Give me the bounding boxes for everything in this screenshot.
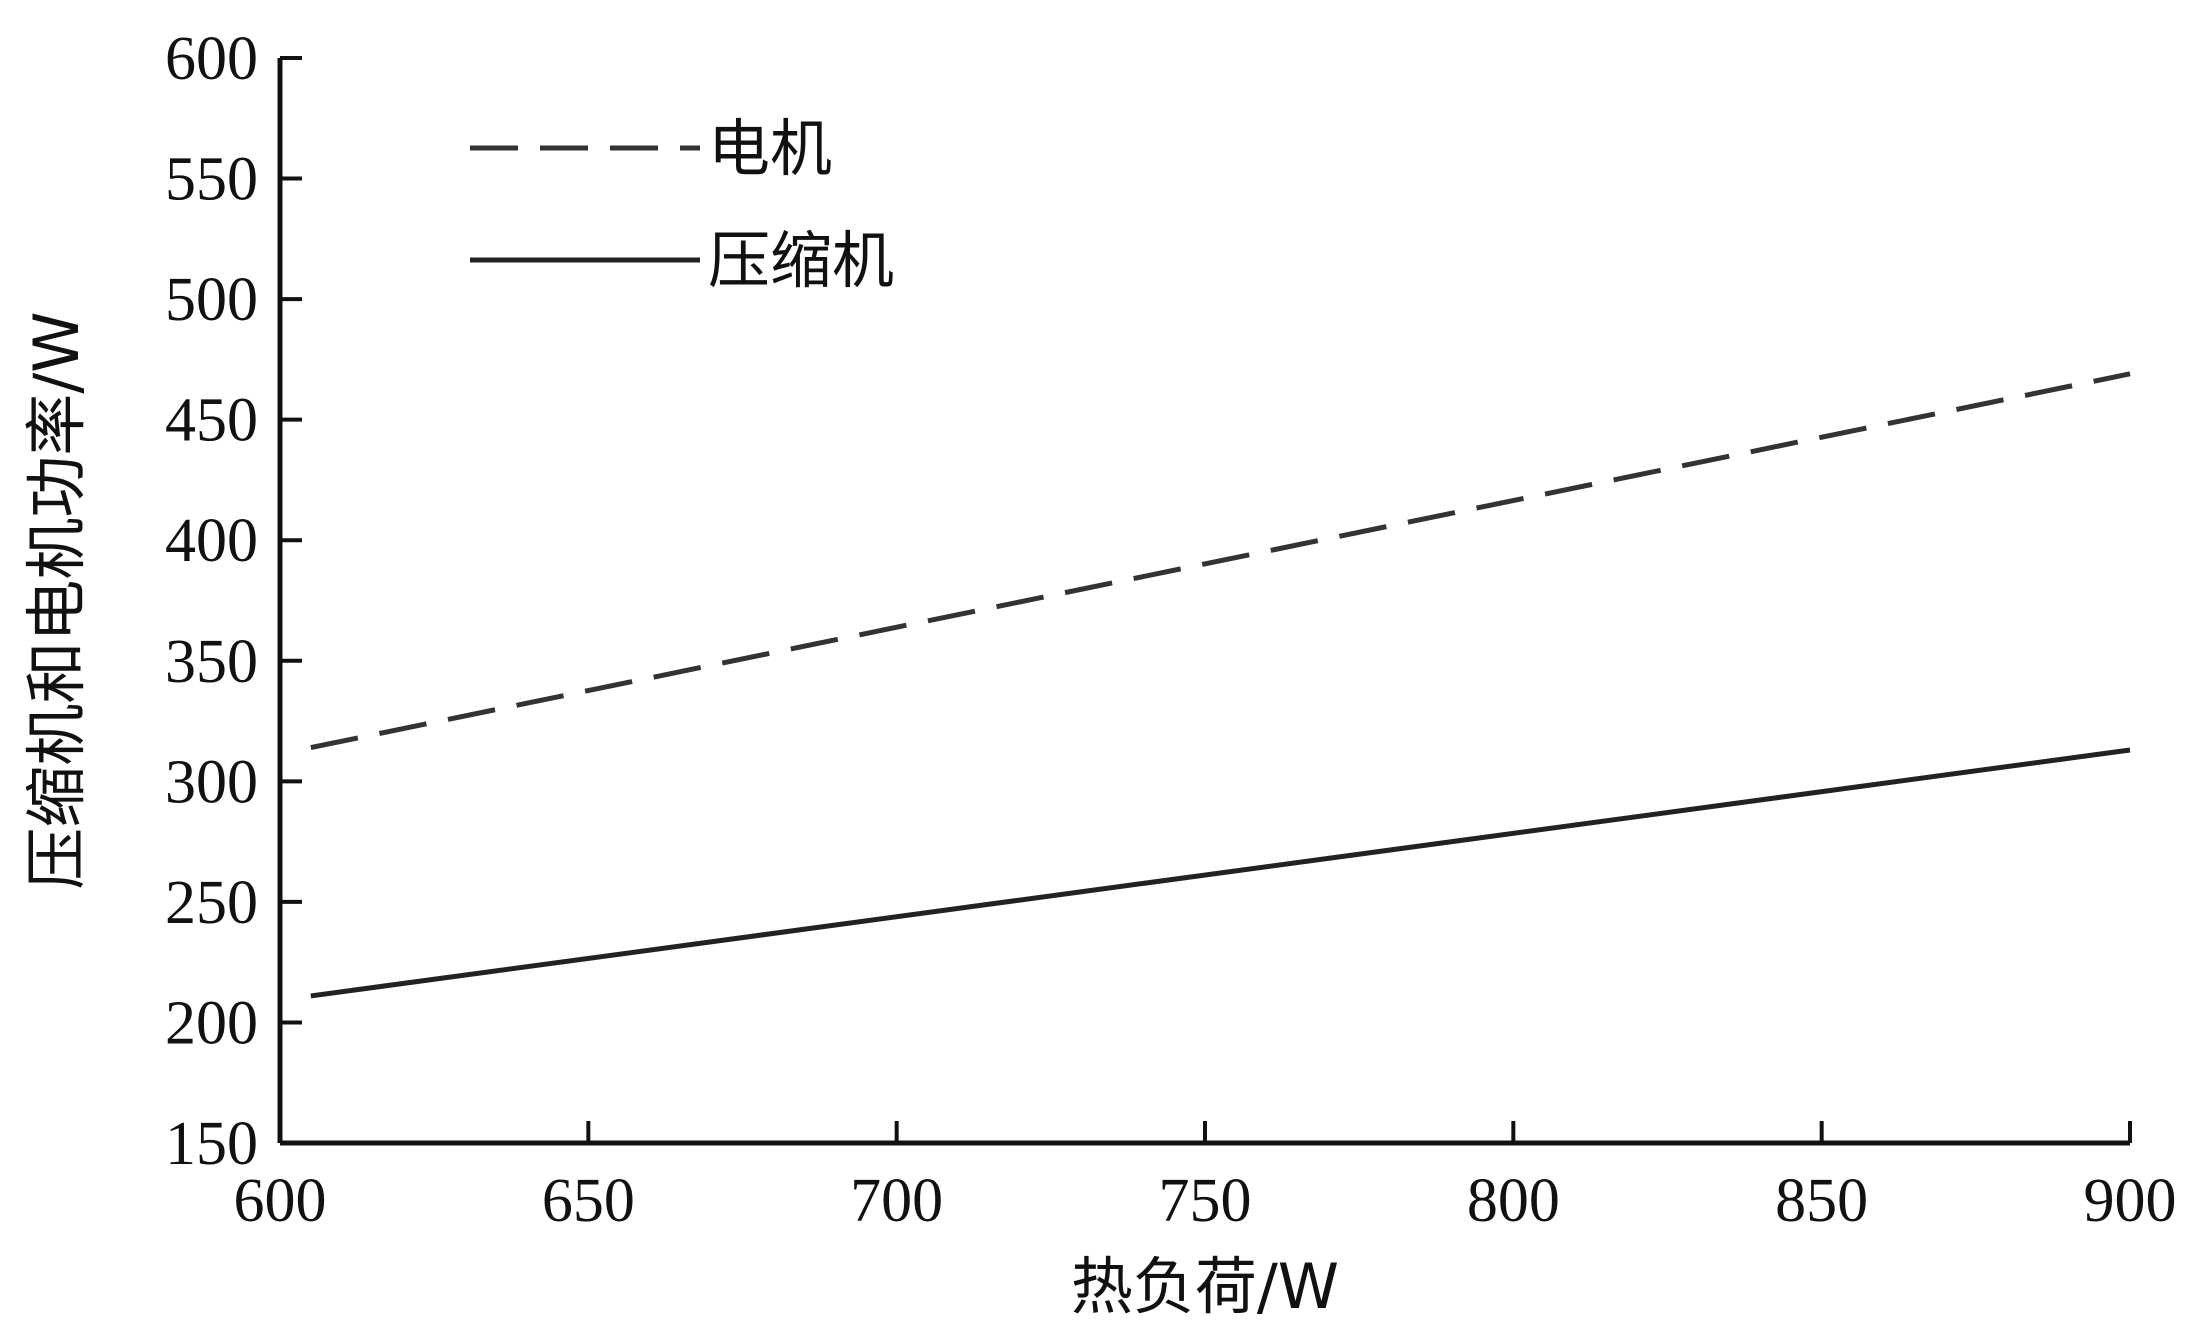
axes: 150 200 250 300 350 400 450 500 550 600 600 650 700 7… (165, 25, 2177, 1235)
y-tick-label: 600 (165, 25, 258, 93)
series-line-0 (310, 371, 2131, 751)
y-tick-label: 150 (165, 1110, 258, 1178)
x-tick-label: 600 (234, 1167, 327, 1235)
x-tick-label: 800 (1467, 1167, 1560, 1235)
y-tick-label: 500 (165, 266, 258, 334)
x-tick-label: 850 (1775, 1167, 1868, 1235)
legend-label-1: 压缩机 (708, 224, 894, 297)
y-tick-label: 200 (165, 989, 258, 1057)
x-tick-label: 650 (542, 1167, 635, 1235)
y-tick-label: 450 (165, 387, 258, 455)
y-tick-label: 400 (165, 507, 258, 575)
y-tick-label: 250 (165, 869, 258, 937)
x-tick-label: 750 (1159, 1167, 1252, 1235)
y-axis-title: 压缩机和电机功率/W (20, 311, 93, 889)
x-axis-title: 热负荷/W (1071, 1250, 1339, 1323)
y-tick-label: 550 (165, 146, 258, 214)
y-tick-label: 300 (165, 748, 258, 816)
y-tick-label: 350 (165, 628, 258, 696)
x-tick-label: 900 (2084, 1167, 2177, 1235)
series-layer (310, 371, 2131, 999)
series-line-1 (310, 747, 2131, 999)
legend-label-0: 电机 (708, 112, 832, 185)
x-tick-label: 700 (850, 1167, 943, 1235)
